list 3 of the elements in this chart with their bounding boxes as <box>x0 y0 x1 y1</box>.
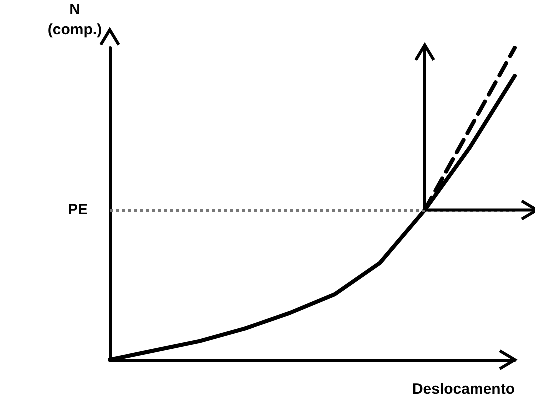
y-axis-title: N (comp.) <box>48 2 102 38</box>
x-axis-title: Deslocamento <box>412 381 515 398</box>
ref-line-label: PE <box>68 202 88 219</box>
